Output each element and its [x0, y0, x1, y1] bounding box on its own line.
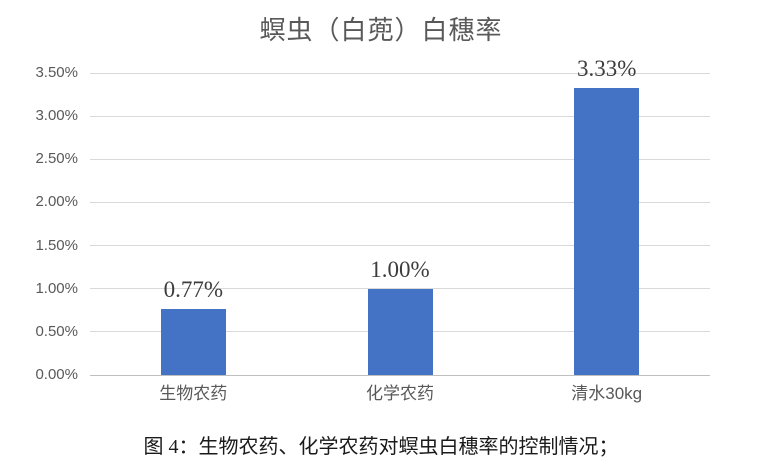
y-axis-tick-label: 3.00%: [35, 107, 78, 125]
y-axis-tick-label: 0.50%: [35, 322, 78, 340]
x-axis-category-label: 清水30kg: [571, 384, 643, 403]
gridline: [90, 72, 710, 74]
x-axis-line: [90, 374, 710, 376]
gridline: [90, 158, 710, 160]
gridline: [90, 245, 710, 247]
y-axis-tick-label: 2.50%: [35, 150, 78, 168]
bar-data-label: 0.77%: [163, 276, 223, 302]
bar: [160, 308, 226, 375]
bar-data-label: 3.33%: [576, 55, 637, 81]
x-axis-category-label: 化学农药: [366, 384, 434, 403]
gridline: [90, 201, 710, 203]
y-axis-tick-label: 2.00%: [35, 193, 78, 211]
y-axis-tick-label: 3.50%: [35, 64, 78, 81]
figure-caption: 图 4：生物农药、化学农药对螟虫白穗率的控制情况；: [143, 436, 619, 458]
y-axis-tick-label: 1.50%: [35, 236, 78, 254]
y-axis-tick-label: 1.00%: [35, 279, 78, 297]
chart-title: 螟虫（白蔸）白穗率: [259, 15, 503, 45]
bar: [367, 288, 433, 375]
bar: [574, 87, 640, 375]
gridline: [90, 115, 710, 117]
chart-canvas: 螟虫（白蔸）白穗率 0.00% 0.50% 1.00% 1.50% 2.00% 2.50%…: [35, 15, 710, 403]
y-axis-tick-label: 0.00%: [35, 366, 78, 383]
bar-data-label: 1.00%: [370, 256, 430, 282]
x-axis-category-label: 生物农药: [159, 384, 228, 403]
